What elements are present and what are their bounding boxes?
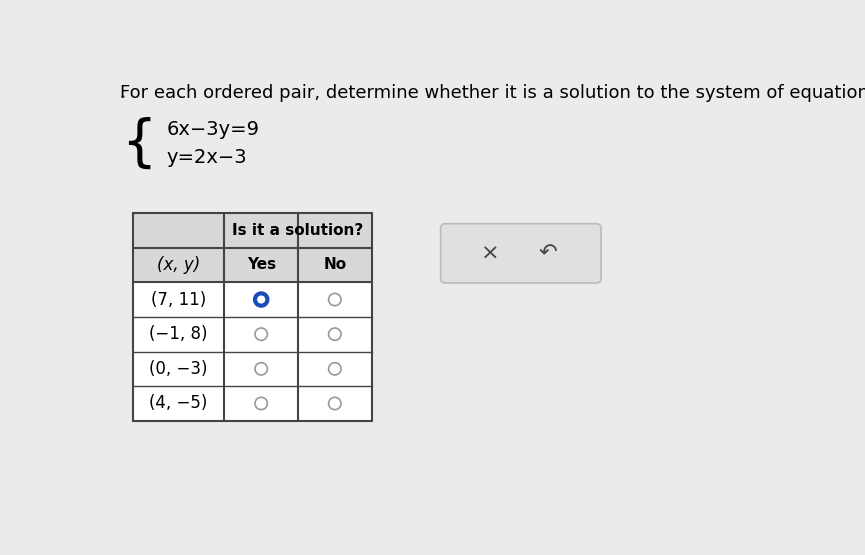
Text: For each ordered pair, determine whether it is a solution to the system of equat: For each ordered pair, determine whether…: [119, 84, 865, 102]
Circle shape: [255, 362, 267, 375]
Circle shape: [329, 328, 341, 340]
Text: (4, −5): (4, −5): [150, 395, 208, 412]
Circle shape: [329, 397, 341, 410]
Circle shape: [329, 362, 341, 375]
Text: (7, 11): (7, 11): [151, 290, 206, 309]
Circle shape: [255, 397, 267, 410]
Text: Is it a solution?: Is it a solution?: [233, 223, 363, 238]
Text: y=2x−3: y=2x−3: [166, 148, 247, 167]
Text: ×: ×: [481, 243, 500, 263]
Text: ↶: ↶: [539, 243, 557, 263]
Text: {: {: [121, 117, 157, 170]
Bar: [133, 248, 372, 282]
Text: No: No: [324, 258, 346, 273]
FancyBboxPatch shape: [440, 224, 601, 283]
Bar: [133, 282, 372, 317]
Circle shape: [255, 294, 267, 306]
Circle shape: [329, 294, 341, 306]
Circle shape: [255, 328, 267, 340]
Bar: [133, 317, 372, 351]
Text: (−1, 8): (−1, 8): [150, 325, 208, 343]
Bar: [133, 213, 372, 248]
Bar: [133, 351, 372, 386]
Bar: [133, 386, 372, 421]
Text: Yes: Yes: [247, 258, 276, 273]
Text: (x, y): (x, y): [157, 256, 201, 274]
Text: 6x−3y=9: 6x−3y=9: [166, 120, 260, 139]
Text: (0, −3): (0, −3): [150, 360, 208, 378]
